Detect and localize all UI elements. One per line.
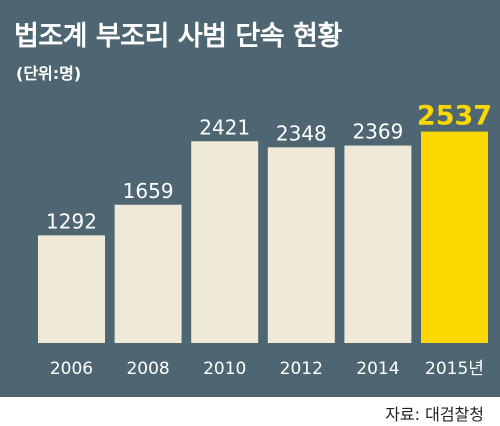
bar-2010: [191, 141, 259, 343]
bar-2008: [114, 204, 182, 343]
bar-chart: 1292 2006 1659 2008 2421 2010 2348 2012 2369 2014…: [38, 101, 492, 379]
x-tick-label: 2014: [356, 359, 399, 379]
value-label: 2348: [276, 121, 327, 145]
bar-2006: [38, 235, 105, 343]
source-note: 자료: 대검찰청: [385, 405, 484, 424]
x-tick-label: 2015년: [425, 359, 484, 379]
x-tick-label: 2010: [203, 359, 246, 379]
value-label: 1292: [46, 209, 97, 233]
x-tick-label: 2006: [50, 359, 93, 379]
chart-unit-label: (단위:명): [16, 64, 82, 83]
chart-panel: 법조계 부조리 사범 단속 현황 (단위:명) 1292 2006 1659 2008…: [0, 0, 500, 397]
bar-2012: [267, 147, 335, 343]
value-label: 2537: [417, 101, 492, 132]
bar-2014: [344, 145, 412, 343]
x-tick-label: 2008: [126, 359, 169, 379]
bar-2015년: [421, 131, 488, 343]
value-label: 2421: [199, 115, 250, 139]
x-tick-label: 2012: [280, 359, 323, 379]
value-label: 1659: [123, 179, 174, 203]
value-label: 2369: [352, 120, 403, 144]
chart-title: 법조계 부조리 사범 단속 현황: [14, 21, 342, 52]
